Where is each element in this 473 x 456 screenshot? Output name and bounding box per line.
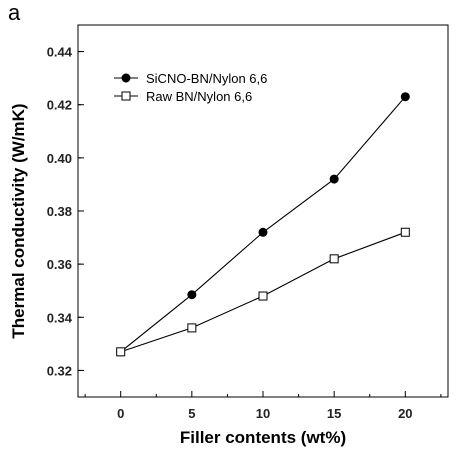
x-tick-label-3: 15 [327, 406, 341, 421]
series-0-point-2 [258, 227, 268, 237]
series-0 [116, 92, 410, 357]
series-0-point-3 [329, 174, 339, 184]
x-tick-label-1: 5 [188, 406, 195, 421]
x-tick-label-0: 0 [117, 406, 124, 421]
y-tick-label-4: 0.40 [47, 151, 72, 166]
y-axis-title: Thermal conductivity (W/mK) [9, 103, 28, 338]
legend-label-0: SiCNO-BN/Nylon 6,6 [146, 71, 267, 86]
series-1-point-0 [116, 347, 126, 357]
series-1-point-2 [258, 291, 268, 301]
legend-label-1: Raw BN/Nylon 6,6 [146, 89, 252, 104]
x-tick-label-2: 10 [256, 406, 270, 421]
y-tick-label-3: 0.38 [47, 204, 72, 219]
panel-letter: a [8, 0, 21, 25]
series-1-point-3 [329, 254, 339, 264]
y-tick-label-0: 0.32 [47, 363, 72, 378]
series-0-point-1 [187, 290, 197, 300]
legend-marker-0 [121, 73, 131, 83]
series-1-point-4 [400, 227, 410, 237]
series-1 [116, 227, 410, 357]
y-tick-label-1: 0.34 [47, 310, 73, 325]
series-layer [116, 92, 410, 357]
x-axis-title: Filler contents (wt%) [180, 428, 346, 447]
series-line-0 [120, 96, 406, 353]
ticks [78, 51, 442, 397]
series-0-point-4 [400, 92, 410, 102]
legend: SiCNO-BN/Nylon 6,6 Raw BN/Nylon 6,6 [114, 71, 267, 104]
series-1-point-1 [187, 323, 197, 333]
legend-marker-1 [121, 91, 131, 101]
tick-labels: 0 5 10 15 20 0.32 0.34 0.36 0.38 0.40 0.42 0.44 [47, 45, 413, 421]
y-tick-label-6: 0.44 [47, 45, 73, 60]
y-tick-label-5: 0.42 [47, 98, 72, 113]
y-tick-label-2: 0.36 [47, 257, 72, 272]
x-tick-label-4: 20 [398, 406, 412, 421]
